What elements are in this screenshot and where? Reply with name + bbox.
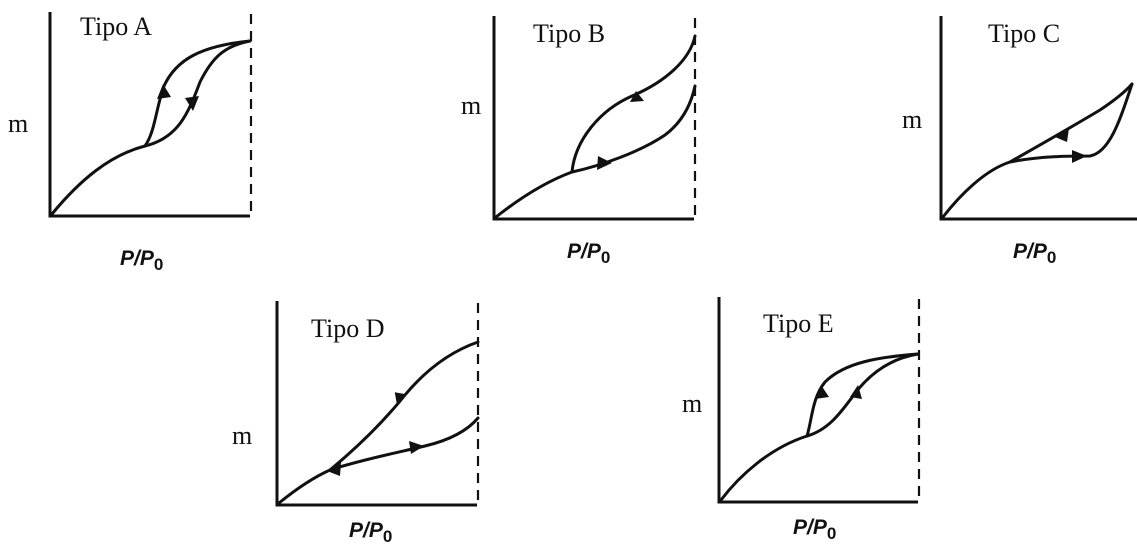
shared-branch: [277, 468, 332, 505]
y-axis-label: m: [461, 91, 481, 120]
panel-tipo-b: Tipo B m P/P0: [461, 16, 697, 267]
panel-tipo-a: Tipo A m P/P0: [8, 12, 253, 274]
arrow-down-icon: [394, 392, 407, 406]
panel-title: Tipo C: [988, 19, 1060, 48]
arrow-up-icon: [850, 385, 862, 399]
axes: [939, 16, 1137, 221]
y-axis-label: m: [232, 421, 252, 450]
x-axis-label: P/P0: [349, 519, 392, 546]
arrow-left-icon: [327, 462, 341, 476]
y-axis-label: m: [682, 389, 702, 418]
shared-branch: [941, 160, 1012, 219]
arrow-up-icon: [185, 96, 199, 111]
shared-branch: [494, 170, 574, 219]
arrow-left-icon: [630, 91, 644, 102]
x-axis-label: P/P0: [793, 516, 836, 543]
axes: [492, 16, 694, 221]
adsorption-branch: [805, 352, 920, 438]
panel-tipo-c: Tipo C m P/P0: [902, 16, 1137, 267]
axes: [48, 12, 250, 218]
arrow-right-icon: [1072, 150, 1087, 163]
axes: [275, 301, 477, 507]
adsorption-branch: [1008, 82, 1134, 164]
y-axis-label: m: [8, 109, 28, 138]
panel-tipo-e: Tipo E m P/P0: [682, 297, 921, 543]
panel-title: Tipo B: [533, 19, 605, 48]
panel-title: Tipo A: [80, 12, 152, 41]
x-axis-label: P/P0: [120, 247, 163, 274]
arrow-right-icon: [409, 441, 424, 454]
arrow-down-icon: [815, 385, 829, 399]
panel-tipo-d: Tipo D m P/P0: [232, 301, 480, 546]
panel-title: Tipo E: [763, 309, 834, 338]
adsorption-branch: [328, 416, 480, 472]
x-axis-label: P/P0: [567, 240, 610, 267]
arrow-right-icon: [597, 156, 612, 170]
desorption-branch: [1008, 82, 1134, 164]
x-axis-label: P/P0: [1013, 240, 1056, 267]
desorption-branch: [805, 352, 920, 438]
adsorption-branch: [143, 39, 252, 148]
arrow-left-icon: [1055, 128, 1069, 142]
shared-branch: [50, 144, 147, 216]
shared-branch: [719, 434, 809, 502]
axes: [717, 297, 918, 504]
y-axis-label: m: [902, 105, 922, 134]
desorption-branch: [570, 34, 697, 174]
adsorption-branch: [570, 84, 697, 174]
arrow-down-icon: [157, 84, 171, 99]
panel-title: Tipo D: [311, 314, 384, 343]
